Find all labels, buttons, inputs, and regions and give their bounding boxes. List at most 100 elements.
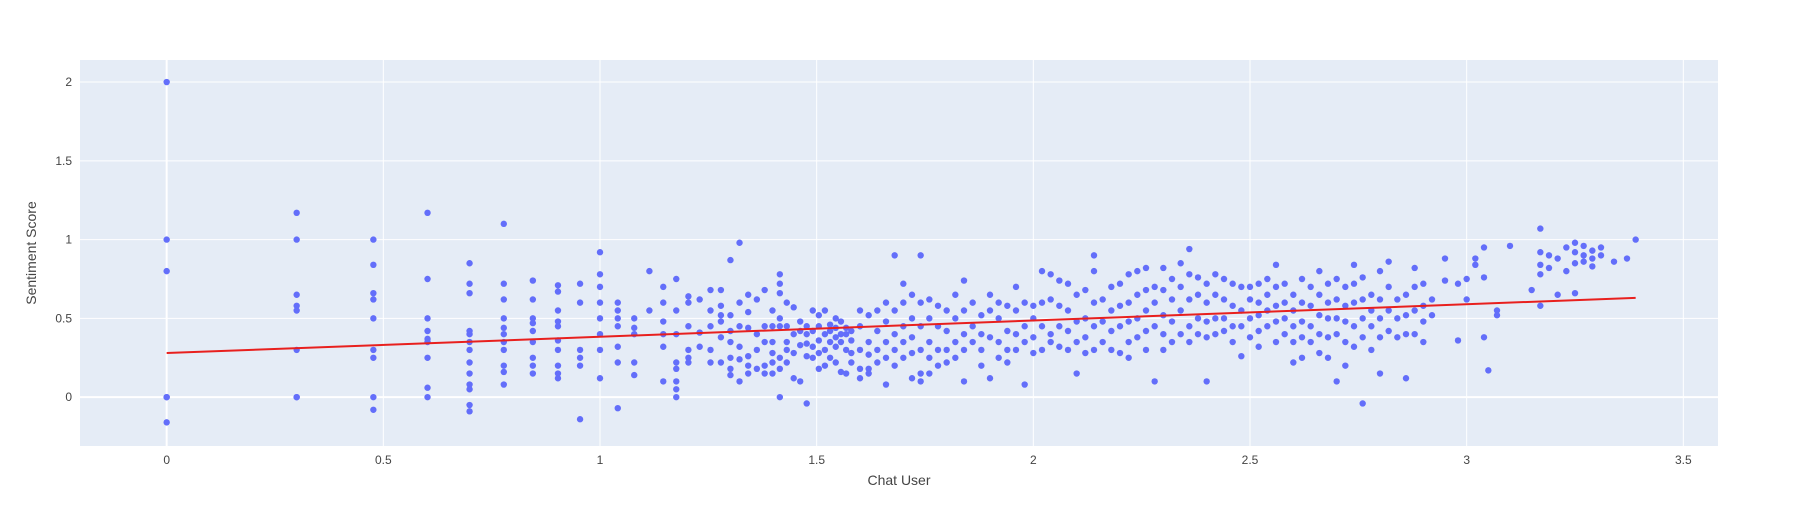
data-point[interactable] [943,346,950,354]
data-point[interactable] [631,371,638,379]
data-point[interactable] [1385,283,1392,291]
data-point[interactable] [614,307,621,314]
data-point[interactable] [943,327,950,335]
data-point[interactable] [1480,244,1488,251]
data-point[interactable] [1090,323,1098,330]
data-point[interactable] [466,408,473,415]
data-point[interactable] [926,338,933,346]
data-point[interactable] [727,371,734,379]
data-point[interactable] [370,315,377,322]
data-point[interactable] [745,352,752,360]
data-point[interactable] [673,359,680,366]
data-point[interactable] [685,323,692,330]
data-point[interactable] [1472,255,1479,262]
data-point[interactable] [856,346,864,354]
data-point[interactable] [1047,330,1054,338]
data-point[interactable] [554,282,562,289]
data-point[interactable] [1623,255,1631,262]
data-point[interactable] [1186,323,1193,330]
data-point[interactable] [1571,239,1579,246]
data-point[interactable] [1545,252,1553,259]
data-point[interactable] [293,209,300,217]
data-point[interactable] [685,354,692,361]
data-point[interactable] [848,349,855,357]
data-point[interactable] [776,289,784,297]
data-point[interactable] [783,346,790,354]
data-point[interactable] [960,346,968,354]
data-point[interactable] [500,280,507,287]
data-point[interactable] [293,291,300,298]
data-point[interactable] [707,346,714,354]
data-point[interactable] [1194,330,1202,338]
data-point[interactable] [1246,334,1254,341]
data-point[interactable] [1212,271,1219,278]
data-point[interactable] [986,375,994,382]
data-point[interactable] [1281,315,1288,322]
data-point[interactable] [1463,296,1470,303]
data-point[interactable] [1108,283,1115,291]
data-point[interactable] [500,368,507,376]
data-point[interactable] [969,323,976,330]
data-point[interactable] [1186,271,1193,278]
data-point[interactable] [163,393,170,401]
data-point[interactable] [821,362,829,369]
data-point[interactable] [1038,299,1046,306]
data-point[interactable] [707,286,714,294]
data-point[interactable] [995,315,1002,322]
data-point[interactable] [837,318,845,325]
data-point[interactable] [631,315,638,322]
data-point[interactable] [1298,354,1306,361]
data-point[interactable] [1376,370,1384,377]
data-point[interactable] [826,338,834,346]
data-point[interactable] [1359,274,1366,281]
data-point[interactable] [1411,330,1418,338]
data-point[interactable] [1255,327,1262,335]
data-point[interactable] [1385,307,1392,314]
data-point[interactable] [917,346,924,354]
data-point[interactable] [614,315,621,322]
data-point[interactable] [1090,252,1098,259]
data-point[interactable] [1160,330,1167,338]
data-point[interactable] [1368,307,1375,314]
data-point[interactable] [1151,378,1158,385]
data-point[interactable] [500,330,507,338]
data-point[interactable] [1229,280,1236,287]
data-point[interactable] [803,340,810,347]
data-point[interactable] [1394,315,1401,322]
data-point[interactable] [900,354,907,361]
data-point[interactable] [1463,275,1470,283]
data-point[interactable] [960,307,968,314]
data-point[interactable] [891,307,898,314]
data-point[interactable] [163,267,170,275]
data-point[interactable] [1056,277,1063,284]
data-point[interactable] [1255,299,1262,306]
data-point[interactable] [821,330,829,338]
data-point[interactable] [1342,338,1349,346]
data-point[interactable] [745,370,752,377]
data-point[interactable] [1368,323,1375,330]
data-point[interactable] [1194,315,1202,322]
data-point[interactable] [1012,330,1020,338]
data-point[interactable] [576,416,584,423]
data-point[interactable] [163,236,170,243]
data-point[interactable] [1554,255,1561,262]
data-point[interactable] [1493,312,1501,319]
data-point[interactable] [1272,261,1280,269]
data-point[interactable] [1454,337,1462,344]
data-point[interactable] [1108,307,1115,314]
data-point[interactable] [1047,338,1054,346]
data-point[interactable] [370,346,377,354]
data-point[interactable] [1004,346,1011,354]
data-point[interactable] [1411,264,1418,272]
data-point[interactable] [891,252,898,259]
data-point[interactable] [865,312,872,319]
data-point[interactable] [790,304,797,311]
data-point[interactable] [1376,315,1384,322]
data-point[interactable] [576,280,584,287]
data-point[interactable] [685,293,692,300]
data-point[interactable] [769,349,776,357]
data-point[interactable] [865,370,872,377]
data-point[interactable] [1368,291,1375,298]
data-point[interactable] [1108,327,1115,335]
data-point[interactable] [1160,286,1167,294]
